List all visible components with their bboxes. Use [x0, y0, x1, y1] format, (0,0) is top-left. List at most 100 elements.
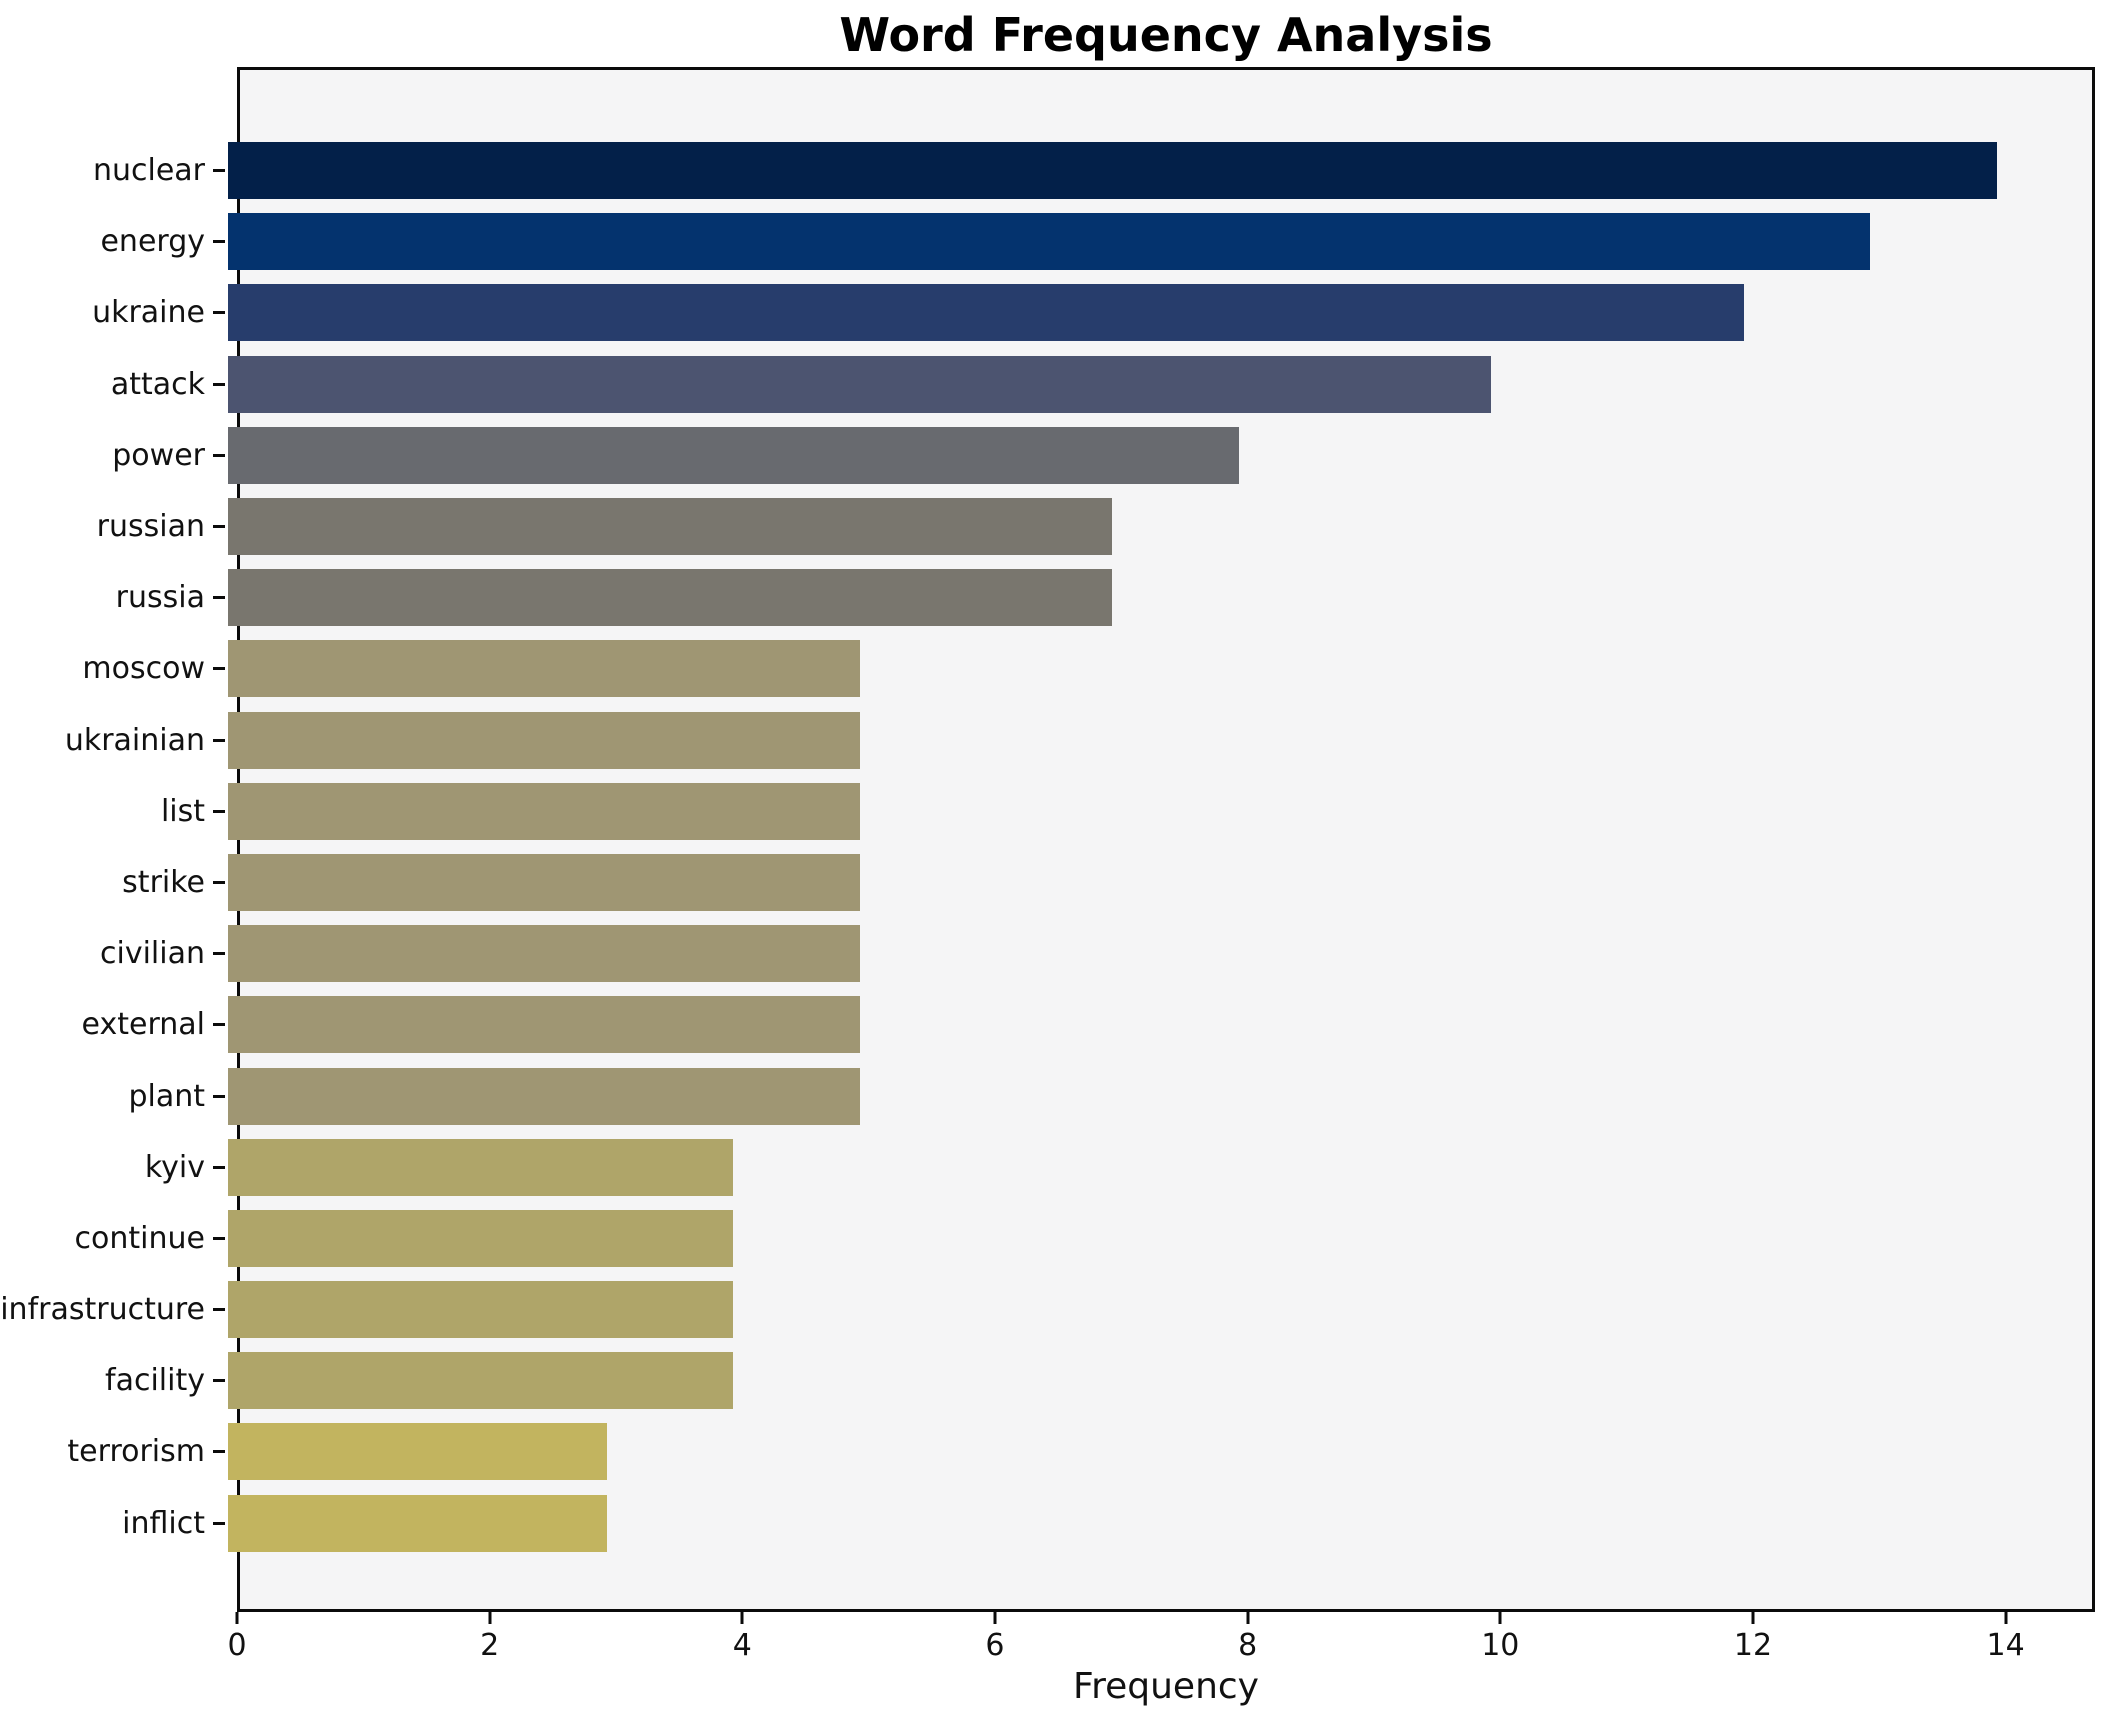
x-tick-mark-12	[1751, 1612, 1755, 1624]
x-axis-tick-marks	[235, 1612, 2089, 1624]
y-category-cell: moscow	[0, 651, 225, 686]
x-tick-mark-0	[235, 1612, 239, 1624]
bar-row-energy: energy	[0, 206, 2113, 277]
bar-row-moscow: moscow	[0, 633, 2113, 704]
bar-track	[228, 135, 2080, 206]
y-axis-tick-mark	[213, 880, 225, 884]
y-axis-tick-mark	[213, 1165, 225, 1169]
bar-track	[228, 1488, 2080, 1559]
y-category-label: nuclear	[92, 153, 205, 189]
y-category-cell: inflict	[0, 1506, 225, 1541]
bar-ukrainian	[228, 711, 860, 769]
bar-track	[228, 705, 2080, 776]
bar-strike	[228, 853, 860, 911]
bar-row-kyiv: kyiv	[0, 1132, 2113, 1203]
y-category-cell: energy	[0, 224, 225, 259]
y-category-cell: ukrainian	[0, 723, 225, 758]
bar-track	[228, 1203, 2080, 1274]
bar-row-attack: attack	[0, 349, 2113, 420]
x-tick-mark-8	[1246, 1612, 1250, 1624]
y-category-cell: continue	[0, 1221, 225, 1256]
y-category-label: attack	[110, 366, 205, 402]
y-category-label: ukraine	[92, 295, 205, 331]
bar-civilian	[228, 925, 860, 983]
y-category-cell: attack	[0, 367, 225, 402]
bar-continue	[228, 1209, 734, 1267]
bar-track	[228, 1060, 2080, 1131]
bar-track	[228, 918, 2080, 989]
y-axis-tick-mark	[213, 1379, 225, 1383]
y-category-label: civilian	[100, 936, 205, 972]
y-category-cell: list	[0, 794, 225, 829]
y-category-label: kyiv	[144, 1149, 205, 1185]
bar-terrorism	[228, 1423, 607, 1481]
y-category-cell: infrastructure	[0, 1292, 225, 1327]
bar-row-nuclear: nuclear	[0, 135, 2113, 206]
y-axis-tick-mark	[213, 809, 225, 813]
bar-track	[228, 349, 2080, 420]
bar-track	[228, 1274, 2080, 1345]
y-category-label: inflict	[122, 1505, 205, 1541]
bar-row-ukrainian: ukrainian	[0, 705, 2113, 776]
y-axis-tick-mark	[213, 738, 225, 742]
y-category-cell: facility	[0, 1363, 225, 1398]
y-axis-tick-mark	[213, 1094, 225, 1098]
y-axis-tick-mark	[213, 525, 225, 529]
y-axis-tick-mark	[213, 1236, 225, 1240]
y-category-label: list	[160, 793, 205, 829]
x-tick-mark-6	[993, 1612, 997, 1624]
y-axis-tick-mark	[213, 311, 225, 315]
y-category-label: energy	[100, 224, 205, 260]
x-axis-tick-labels: 0 2 4 6 8 10 12 14	[227, 1628, 2089, 1668]
y-category-cell: strike	[0, 865, 225, 900]
y-axis-tick-mark	[213, 169, 225, 173]
x-tick-label-14: 14	[1986, 1628, 2025, 1663]
y-axis-tick-mark	[213, 382, 225, 386]
y-category-label: facility	[105, 1363, 205, 1399]
x-tick-mark-2	[488, 1612, 492, 1624]
bar-row-inflict: inflict	[0, 1488, 2113, 1559]
bar-row-list: list	[0, 776, 2113, 847]
y-category-cell: terrorism	[0, 1434, 225, 1469]
bar-track	[228, 277, 2080, 348]
bar-row-terrorism: terrorism	[0, 1416, 2113, 1487]
y-category-cell: plant	[0, 1079, 225, 1114]
y-category-cell: ukraine	[0, 295, 225, 330]
bar-row-external: external	[0, 989, 2113, 1060]
y-axis-tick-mark	[213, 1521, 225, 1525]
bar-infrastructure	[228, 1281, 734, 1339]
y-axis-tick-mark	[213, 596, 225, 600]
y-category-cell: external	[0, 1007, 225, 1042]
y-category-cell: russia	[0, 580, 225, 615]
bar-row-strike: strike	[0, 847, 2113, 918]
bar-ukraine	[228, 284, 1744, 342]
y-category-label: terrorism	[67, 1434, 205, 1470]
bar-energy	[228, 213, 1871, 271]
x-tick-label-10: 10	[1481, 1628, 1520, 1663]
y-category-label: ukrainian	[64, 722, 205, 758]
bar-plant	[228, 1067, 860, 1125]
bar-row-continue: continue	[0, 1203, 2113, 1274]
bar-power	[228, 426, 1239, 484]
bar-track	[228, 420, 2080, 491]
x-axis-title: Frequency	[1073, 1666, 1259, 1707]
y-axis-tick-mark	[213, 952, 225, 956]
bar-moscow	[228, 640, 860, 698]
y-category-label: power	[112, 437, 205, 473]
x-tick-label-6: 6	[985, 1628, 1005, 1663]
chart-title: Word Frequency Analysis	[839, 8, 1493, 62]
y-category-label: infrastructure	[0, 1292, 205, 1328]
bar-track	[228, 989, 2080, 1060]
bar-row-russian: russian	[0, 491, 2113, 562]
bar-row-plant: plant	[0, 1060, 2113, 1131]
bar-row-civilian: civilian	[0, 918, 2113, 989]
bar-list	[228, 782, 860, 840]
x-tick-mark-4	[740, 1612, 744, 1624]
bar-attack	[228, 355, 1492, 413]
bar-track	[228, 491, 2080, 562]
bar-row-power: power	[0, 420, 2113, 491]
y-category-label: russia	[115, 580, 205, 616]
bar-track	[228, 847, 2080, 918]
x-tick-label-8: 8	[1238, 1628, 1258, 1663]
bar-track	[228, 206, 2080, 277]
